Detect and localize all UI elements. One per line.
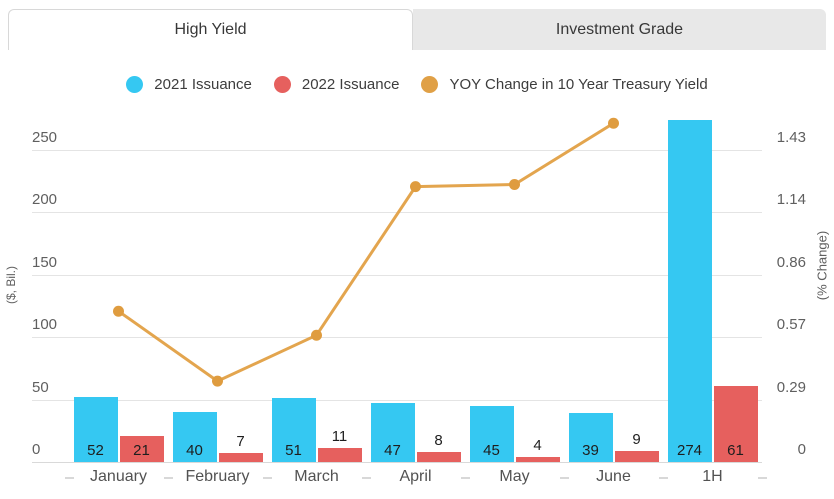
bar-value-label: 40	[186, 442, 203, 459]
bar-2021-issuance	[370, 403, 415, 462]
right-axis-tick-label: 0.86	[776, 253, 806, 271]
bar-2022-issuance	[119, 435, 164, 462]
category-label: March	[294, 468, 339, 485]
bar-value-label: 9	[632, 430, 641, 448]
bar-value-label: 7	[236, 433, 245, 451]
bar-2022-issuance	[713, 385, 758, 462]
category-label: 1H	[702, 468, 723, 485]
legend-marker-circle-icon	[273, 75, 291, 93]
line-point	[212, 375, 223, 387]
category-label: May	[499, 468, 530, 485]
legend-marker-circle-icon	[126, 75, 144, 93]
bar-value-label: 39	[582, 442, 599, 459]
bar-value-label: 51	[285, 442, 302, 459]
tab-high-yield-label: High Yield	[174, 21, 247, 38]
x-axis-tick	[757, 477, 767, 479]
gridline	[32, 462, 762, 463]
bar-2021-issuance	[172, 412, 217, 462]
right-axis-tick-label: 0	[797, 441, 806, 458]
legend-label: YOY Change in 10 Year Treasury Yield	[449, 75, 708, 93]
bar-2022-issuance	[515, 457, 560, 462]
category-label: January	[90, 468, 147, 485]
legend-marker-circle-icon	[421, 75, 439, 93]
gridline	[32, 274, 762, 276]
right-axis-tick-label: 0.29	[776, 378, 806, 396]
gridline	[32, 212, 762, 213]
legend-item-2022-issuance[interactable]: 2022 Issuance	[273, 75, 400, 93]
left-axis-title: ($, Bil.)	[4, 266, 18, 305]
category-label: February	[185, 468, 250, 485]
right-axis-tick-label: 1.14	[776, 191, 806, 208]
gridline	[32, 399, 762, 401]
gridline	[32, 149, 762, 151]
tab-investment-grade[interactable]: Investment Grade	[413, 9, 826, 50]
tab-high-yield[interactable]: High Yield	[8, 9, 413, 50]
bar-2021-issuance	[73, 397, 118, 462]
left-axis-tick-label: 150	[32, 253, 58, 271]
x-axis-tick	[658, 477, 668, 479]
left-axis-tick-label: 200	[32, 191, 58, 208]
category-label: April	[399, 468, 432, 485]
chart-legend: 2021 Issuance 2022 Issuance YOY Change i…	[0, 71, 834, 97]
x-axis-tick	[559, 477, 569, 479]
category-label: June	[596, 468, 631, 485]
line-point	[113, 305, 124, 317]
x-axis-tick	[262, 477, 272, 479]
bar-2021-issuance	[667, 119, 712, 462]
left-axis-tick-label: 0	[32, 441, 41, 458]
bar-value-label: 4	[533, 437, 542, 454]
legend-label: 2022 Issuance	[301, 75, 400, 93]
left-axis-tick-label: 250	[32, 128, 58, 146]
left-axis-tick-label: 100	[32, 316, 58, 333]
bar-value-label: 11	[331, 428, 348, 446]
bar-2022-issuance	[416, 452, 461, 462]
bar-2022-issuance	[317, 448, 362, 462]
right-axis-tick-label: 0.57	[776, 316, 806, 333]
bar-value-label: 47	[384, 442, 401, 459]
legend-item-yoy-change[interactable]: YOY Change in 10 Year Treasury Yield	[421, 75, 708, 93]
bar-value-label: 21	[133, 442, 150, 459]
legend-label: 2021 Issuance	[154, 75, 252, 93]
bar-value-label: 8	[434, 432, 443, 449]
bar-value-label: 274	[676, 442, 703, 459]
bar-2022-issuance	[218, 453, 263, 462]
line-point	[410, 181, 421, 193]
line-point	[509, 178, 520, 190]
tab-investment-grade-label: Investment Grade	[555, 20, 684, 38]
x-axis-tick	[361, 477, 371, 479]
bar-value-label: 45	[483, 442, 500, 459]
bar-value-label: 61	[727, 442, 744, 459]
legend-item-2021-issuance[interactable]: 2021 Issuance	[126, 75, 252, 93]
left-axis-tick-label: 50	[32, 378, 49, 396]
bar-2022-issuance	[614, 450, 659, 462]
gridline	[32, 337, 762, 338]
tab-bar: High Yield Investment Grade	[0, 0, 834, 50]
x-axis-tick	[163, 477, 173, 479]
bar-value-label: 52	[87, 442, 104, 459]
line-point	[608, 117, 619, 129]
bar-2021-issuance	[271, 398, 316, 462]
bar-2021-issuance	[469, 405, 514, 462]
bar-2021-issuance	[568, 413, 613, 462]
x-axis-tick	[460, 477, 470, 479]
right-axis-title: (% Change)	[814, 230, 830, 301]
x-axis-tick	[64, 477, 74, 479]
line-point	[311, 329, 322, 341]
right-axis-tick-label: 1.43	[776, 128, 806, 146]
